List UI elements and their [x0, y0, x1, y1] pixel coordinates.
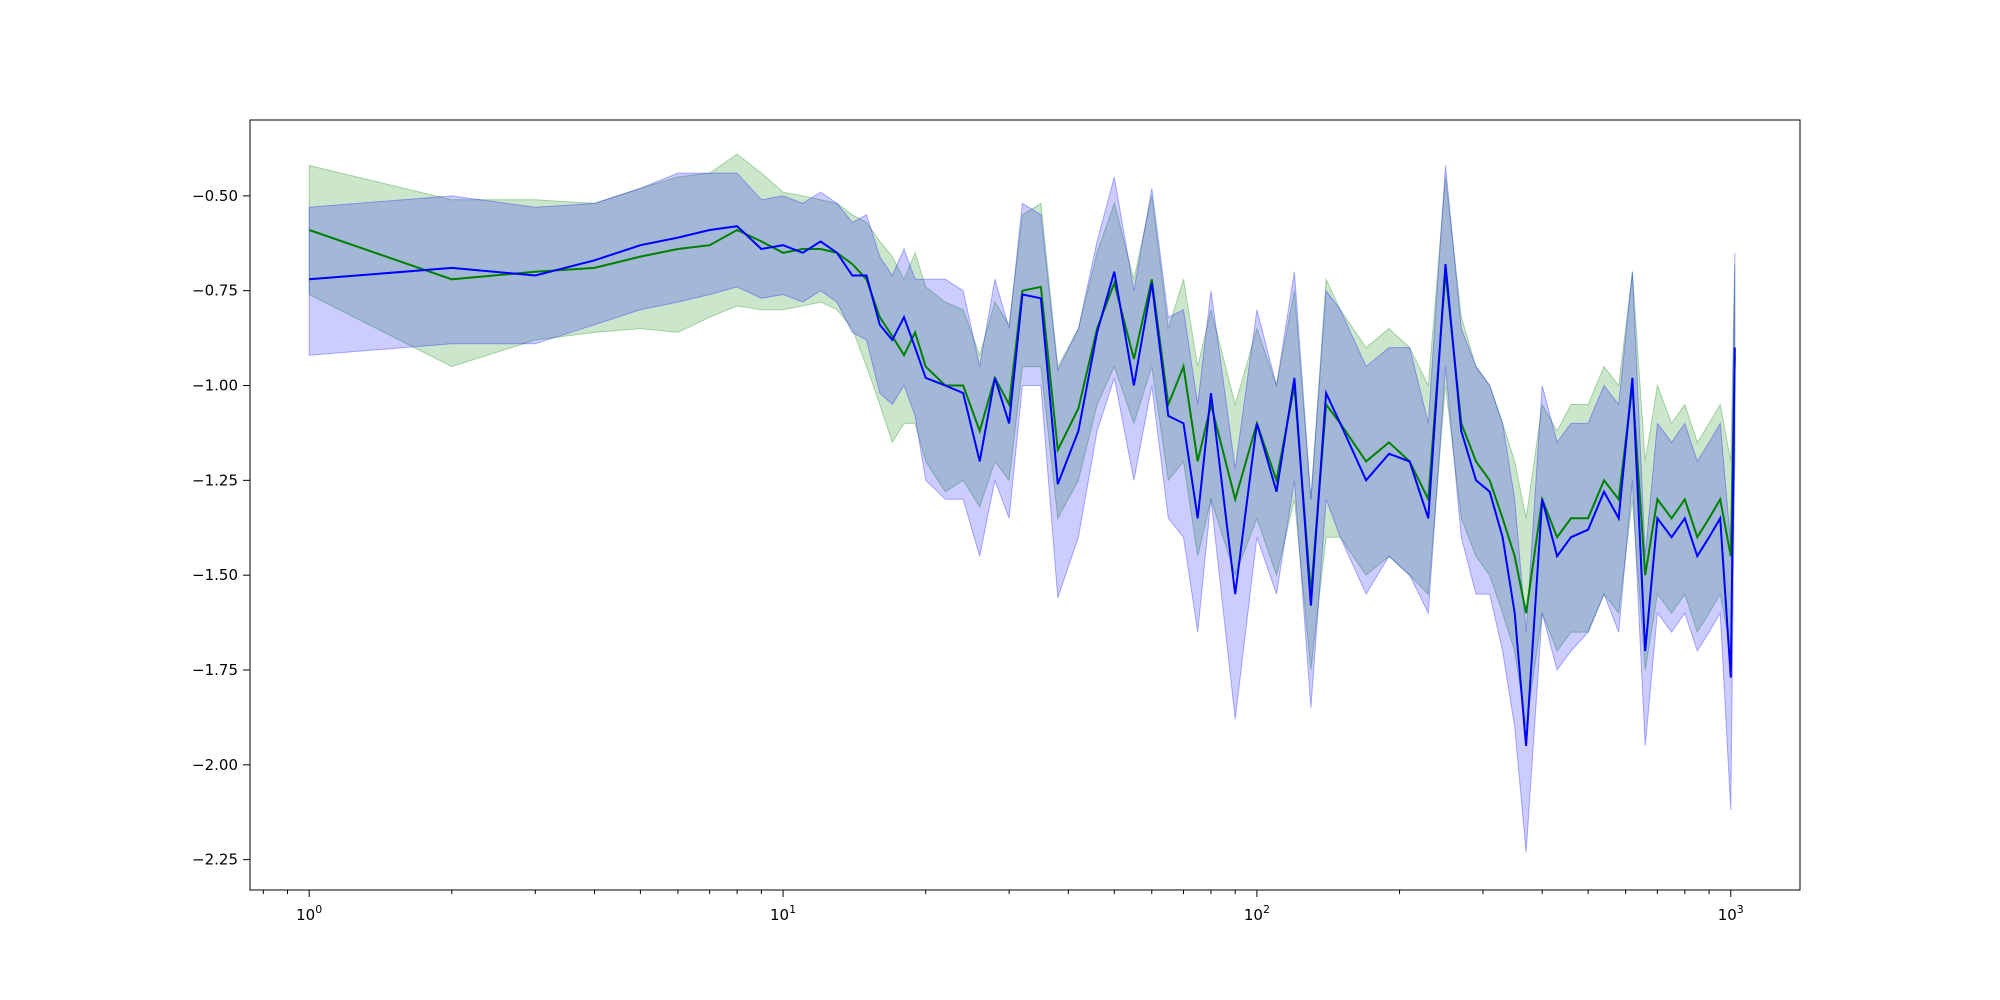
series-1-line	[308, 228, 1736, 614]
series-2-line	[309, 225, 1736, 746]
y-axis: −0.50 −0.75 −1.00 −1.25 −1.50 −1.75 −2.00 −2.25	[192, 187, 250, 869]
x-tick-label: 101	[770, 903, 796, 924]
x-tick-label: 103	[1718, 903, 1744, 924]
confidence-bands	[308, 153, 1736, 853]
y-tick-label: −2.25	[192, 851, 238, 869]
y-tick-label: −2.00	[192, 756, 238, 774]
x-tick-label: 100	[296, 903, 322, 924]
series-lines	[308, 225, 1736, 746]
x-tick-label: 102	[1244, 903, 1270, 924]
y-tick-label: −1.50	[192, 566, 238, 584]
plot-frame	[249, 119, 1801, 891]
x-axis: 100 101 102 103	[262, 890, 1744, 924]
y-tick-label: −1.00	[192, 377, 238, 395]
y-tick-label: −0.50	[192, 187, 238, 205]
series-1-band	[308, 153, 1736, 727]
y-tick-label: −1.25	[192, 471, 238, 489]
y-tick-label: −1.75	[192, 661, 238, 679]
y-tick-label: −0.75	[192, 282, 238, 300]
